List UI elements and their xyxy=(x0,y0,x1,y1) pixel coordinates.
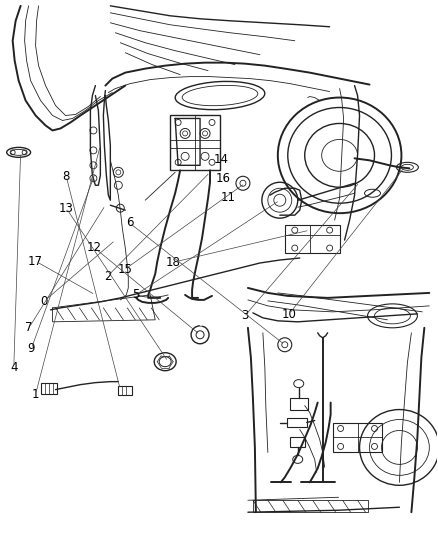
Text: 7: 7 xyxy=(25,321,33,334)
Bar xyxy=(287,417,307,427)
Text: 6: 6 xyxy=(126,216,133,229)
Text: 16: 16 xyxy=(216,172,231,185)
Text: 17: 17 xyxy=(28,255,43,268)
Text: 18: 18 xyxy=(166,256,180,269)
Text: 8: 8 xyxy=(63,169,70,183)
Text: 13: 13 xyxy=(59,201,74,215)
Text: 15: 15 xyxy=(118,263,133,276)
Bar xyxy=(290,438,305,447)
Text: 12: 12 xyxy=(87,241,102,254)
Text: 4: 4 xyxy=(10,361,18,374)
Text: 3: 3 xyxy=(241,309,249,322)
Text: 2: 2 xyxy=(104,270,111,282)
Bar xyxy=(118,385,132,394)
Bar xyxy=(332,423,382,453)
Bar xyxy=(41,383,57,393)
Bar xyxy=(285,225,339,253)
Text: 11: 11 xyxy=(220,191,235,204)
Bar xyxy=(170,116,220,171)
Text: 9: 9 xyxy=(28,342,35,356)
Bar xyxy=(253,500,367,512)
Text: 0: 0 xyxy=(41,295,48,308)
Bar xyxy=(290,398,308,409)
Text: 1: 1 xyxy=(32,387,39,400)
Text: 14: 14 xyxy=(214,152,229,166)
Text: 5: 5 xyxy=(132,288,140,301)
Text: 10: 10 xyxy=(282,308,296,321)
